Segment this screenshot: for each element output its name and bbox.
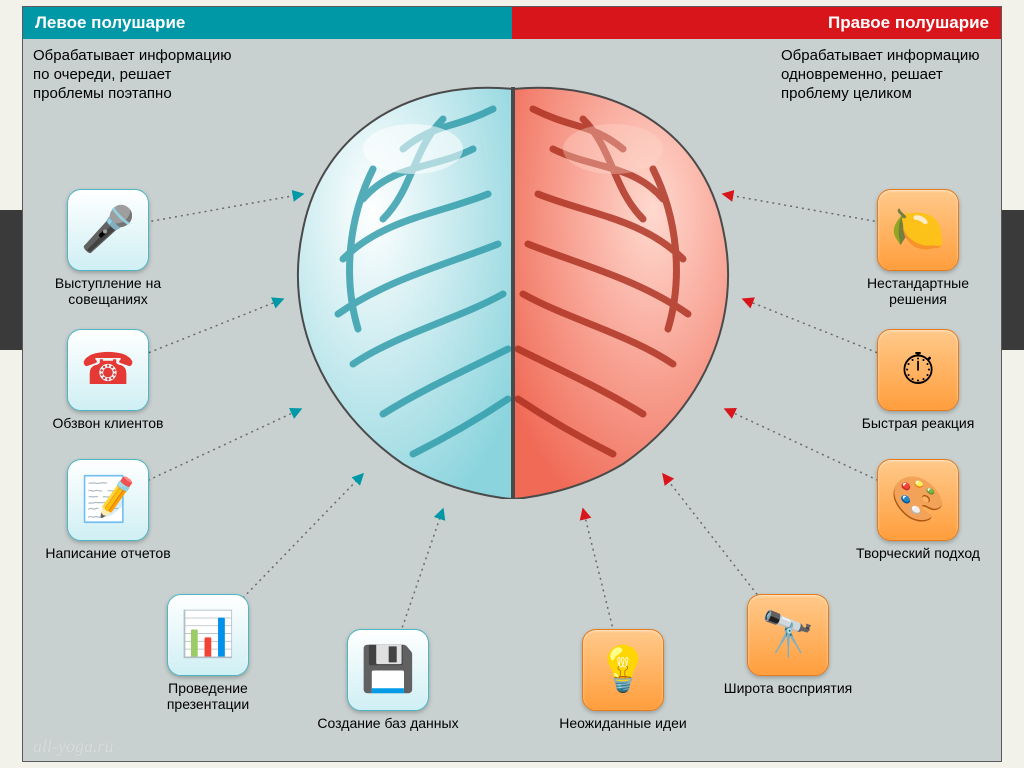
right-hemisphere-description: Обрабатывает информацию одновременно, ре… xyxy=(781,47,991,103)
document-icon: 📝 xyxy=(67,459,149,541)
item-calling-label: Обзвон клиентов xyxy=(33,415,183,431)
connector-ideas xyxy=(583,509,612,626)
lemon-glyph: 🍋 xyxy=(891,208,946,252)
item-reports: 📝 Написание отчетов xyxy=(33,459,183,561)
connector-databases xyxy=(402,509,443,627)
server-icon: 💾 xyxy=(347,629,429,711)
item-ideas: 💡 Неожиданные идеи xyxy=(548,629,698,731)
infographic-panel: Левое полушарие Правое полушарие Обрабат… xyxy=(22,6,1002,762)
document-glyph: 📝 xyxy=(81,478,136,522)
header-right-text: Правое полушарие xyxy=(828,13,989,32)
right-highlight xyxy=(563,124,663,174)
stopwatch-icon: ⏱ xyxy=(877,329,959,411)
item-creative-label: Творческий подход xyxy=(843,545,993,561)
chart-glyph: 📊 xyxy=(181,613,236,657)
item-nonstandard: 🍋 Нестандартные решения xyxy=(843,189,993,307)
item-reports-label: Написание отчетов xyxy=(33,545,183,561)
telephone-glyph: ☎ xyxy=(81,348,136,392)
bulb-glyph: 💡 xyxy=(596,648,651,692)
stopwatch-glyph: ⏱ xyxy=(901,348,935,392)
paintbucket-glyph: 🎨 xyxy=(891,478,946,522)
item-creative: 🎨 Творческий подход xyxy=(843,459,993,561)
item-databases: 💾 Создание баз данных xyxy=(313,629,463,731)
header-left-hemisphere: Левое полушарие xyxy=(23,7,512,39)
item-speaking-label: Выступление на совещаниях xyxy=(33,275,183,307)
telescope-glyph: 🔭 xyxy=(761,613,816,657)
item-perception: 🔭 Широта восприятия xyxy=(713,594,863,696)
item-perception-label: Широта восприятия xyxy=(713,680,863,696)
item-nonstandard-label: Нестандартные решения xyxy=(843,275,993,307)
bulb-icon: 💡 xyxy=(582,629,664,711)
microphone-glyph: 🎤 xyxy=(81,208,136,252)
item-databases-label: Создание баз данных xyxy=(313,715,463,731)
item-reaction: ⏱ Быстрая реакция xyxy=(843,329,993,431)
left-hemisphere-description: Обрабатывает информацию по очереди, реша… xyxy=(33,47,243,103)
item-ideas-label: Неожиданные идеи xyxy=(548,715,698,731)
page-root: Левое полушарие Правое полушарие Обрабат… xyxy=(0,0,1024,768)
telephone-icon: ☎ xyxy=(67,329,149,411)
item-presenting: 📊 Проведение презентации xyxy=(133,594,283,712)
watermark-text: all-yoga.ru xyxy=(33,736,114,757)
panel-header: Левое полушарие Правое полушарие xyxy=(23,7,1001,39)
header-right-hemisphere: Правое полушарие xyxy=(512,7,1001,39)
brain-svg xyxy=(263,69,763,499)
panel-content: Обрабатывает информацию по очереди, реша… xyxy=(23,39,1001,762)
item-calling: ☎ Обзвон клиентов xyxy=(33,329,183,431)
brain-illustration xyxy=(263,69,763,499)
telescope-icon: 🔭 xyxy=(747,594,829,676)
paintbucket-icon: 🎨 xyxy=(877,459,959,541)
lemon-icon: 🍋 xyxy=(877,189,959,271)
server-glyph: 💾 xyxy=(361,648,416,692)
microphone-icon: 🎤 xyxy=(67,189,149,271)
item-speaking: 🎤 Выступление на совещаниях xyxy=(33,189,183,307)
left-highlight xyxy=(363,124,463,174)
header-left-text: Левое полушарие xyxy=(35,13,185,32)
item-presenting-label: Проведение презентации xyxy=(133,680,283,712)
item-reaction-label: Быстрая реакция xyxy=(843,415,993,431)
chart-icon: 📊 xyxy=(167,594,249,676)
